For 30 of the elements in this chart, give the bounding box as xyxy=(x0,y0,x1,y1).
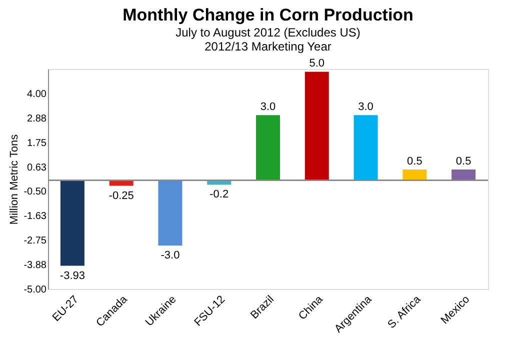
y-tick-label: -2.75 xyxy=(24,236,47,247)
bar xyxy=(109,180,134,186)
text: 2012/13 Marketing Year xyxy=(204,40,332,54)
y-tick-label: 1.75 xyxy=(27,138,47,149)
y-tick-label: 2.88 xyxy=(27,113,47,124)
y-axis-title: Million Metric Tons xyxy=(8,134,21,225)
data-label: -3.93 xyxy=(60,270,85,282)
data-label: 3.0 xyxy=(260,101,276,114)
bar xyxy=(256,115,280,180)
bar xyxy=(158,180,182,246)
bar xyxy=(402,169,427,180)
data-label: 0.5 xyxy=(456,155,472,168)
y-tick-label: 0.63 xyxy=(27,162,47,174)
y-tick-label: -0.50 xyxy=(24,186,47,198)
bar xyxy=(60,180,84,266)
bar xyxy=(304,72,329,180)
data-label: -3.0 xyxy=(160,250,180,262)
chart-subtitle: July to August 2012 (Excludes US) xyxy=(176,26,360,40)
data-label: 0.5 xyxy=(407,155,422,168)
data-label: -0.25 xyxy=(108,190,134,202)
data-label: 3.0 xyxy=(358,101,374,114)
y-tick-label: -3.88 xyxy=(24,260,47,272)
chart-title: Monthly Change in Corn Production xyxy=(122,6,414,25)
bar xyxy=(354,115,378,180)
data-label: 5.0 xyxy=(309,58,325,70)
y-tick-label: -1.63 xyxy=(24,211,47,222)
y-tick-label: 4.00 xyxy=(27,88,47,100)
data-label: -0.2 xyxy=(210,188,229,201)
bar xyxy=(452,169,476,180)
y-tick-label: -5.00 xyxy=(24,284,47,296)
